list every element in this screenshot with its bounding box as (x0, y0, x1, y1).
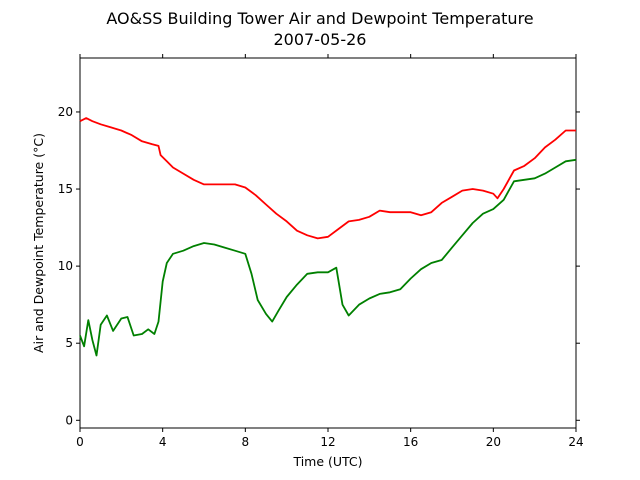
y-tick-label: 0 (65, 413, 73, 427)
chart-subtitle: 2007-05-26 (274, 30, 367, 49)
y-tick-label: 10 (58, 259, 73, 273)
x-tick-label: 0 (76, 435, 84, 449)
y-tick-label: 20 (58, 105, 73, 119)
x-tick-label: 4 (159, 435, 167, 449)
x-tick-label: 24 (568, 435, 583, 449)
plot-frame (79, 57, 577, 429)
ticks-group: 0 4 8 12 16 20 24 0 5 10 15 20 (58, 54, 584, 449)
x-tick-label: 16 (403, 435, 418, 449)
chart-title: AO&SS Building Tower Air and Dewpoint Te… (106, 9, 533, 28)
plot-area (79, 57, 577, 429)
x-tick-label: 20 (486, 435, 501, 449)
dewpoint-temperature-line (79, 158, 577, 357)
x-tick-label: 8 (242, 435, 250, 449)
y-axis-label: Air and Dewpoint Temperature (°C) (31, 133, 46, 353)
series-group (79, 117, 577, 357)
x-axis-label: Time (UTC) (292, 454, 362, 469)
x-tick-label: 12 (320, 435, 335, 449)
air-temperature-line (79, 117, 576, 240)
y-tick-label: 15 (58, 182, 73, 196)
y-tick-label: 5 (65, 336, 73, 350)
